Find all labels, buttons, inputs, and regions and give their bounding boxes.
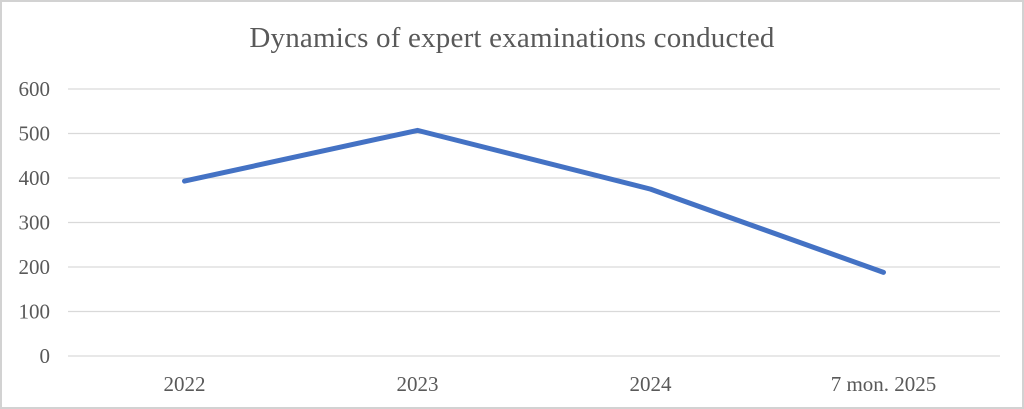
y-axis-tick-label: 200 (19, 255, 51, 279)
y-axis-tick-label: 100 (19, 300, 51, 324)
data-line-series (182, 127, 886, 275)
y-axis-tick-label: 600 (19, 77, 51, 101)
chart-title: Dynamics of expert examinations conducte… (249, 22, 775, 54)
x-axis-tick-label: 2022 (164, 372, 206, 396)
y-axis-tick-label: 300 (19, 211, 51, 235)
y-axis-tick-label: 400 (19, 166, 51, 190)
y-axis-tick-label: 0 (40, 344, 51, 368)
y-axis-tick-label: 500 (19, 122, 51, 146)
x-axis-tick-label: 7 mon. 2025 (831, 372, 937, 396)
x-axis-tick-label: 2024 (630, 372, 673, 396)
x-axis-tick-label: 2023 (397, 372, 439, 396)
